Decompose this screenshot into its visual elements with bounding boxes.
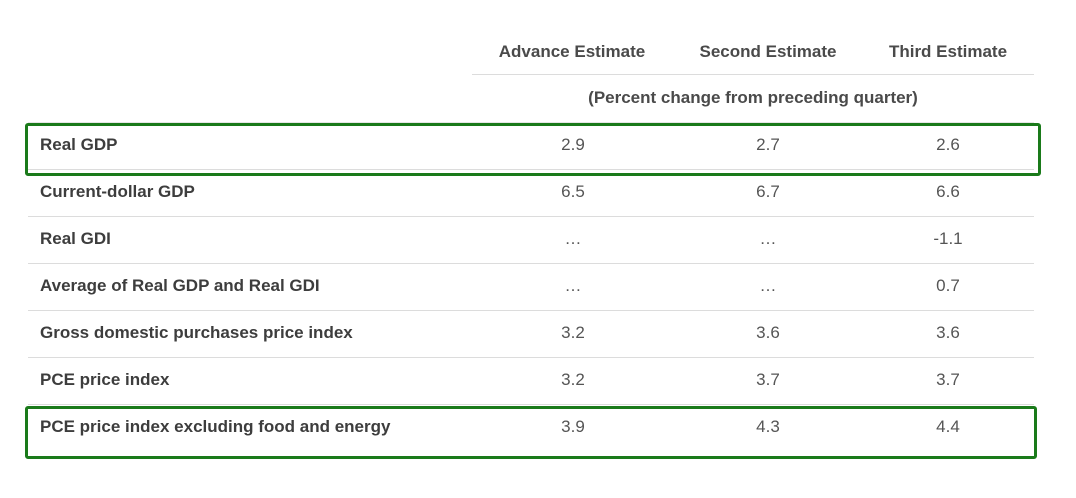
cell-second: 6.7	[756, 182, 780, 201]
cell-third: 6.6	[936, 182, 960, 201]
cell-third: 3.7	[936, 370, 960, 389]
table-row: PCE price index 3.2 3.7 3.7	[28, 357, 1034, 404]
cell-second: 2.7	[756, 135, 780, 154]
gdp-estimates-table: Advance Estimate Second Estimate Third E…	[28, 28, 1034, 451]
cell-advance: 3.2	[561, 370, 585, 389]
cell-advance: 6.5	[561, 182, 585, 201]
cell-third: 4.4	[936, 417, 960, 436]
cell-second: …	[759, 276, 777, 295]
table-row: Average of Real GDP and Real GDI … … 0.7	[28, 263, 1034, 310]
row-label: Real GDP	[40, 135, 118, 154]
table-row: Current-dollar GDP 6.5 6.7 6.6	[28, 169, 1034, 216]
row-label: PCE price index excluding food and energ…	[40, 417, 391, 436]
column-header-advance: Advance Estimate	[498, 42, 646, 61]
cell-second: 4.3	[756, 417, 780, 436]
table-row: Real GDP 2.9 2.7 2.6	[28, 122, 1034, 169]
cell-third: 0.7	[936, 276, 960, 295]
cell-advance: 3.2	[561, 323, 585, 342]
cell-advance: 2.9	[561, 135, 585, 154]
cell-third: -1.1	[933, 229, 963, 248]
row-label: Current-dollar GDP	[40, 182, 195, 201]
cell-third: 3.6	[936, 323, 960, 342]
table-row: PCE price index excluding food and energ…	[28, 404, 1034, 451]
column-header-row: Advance Estimate Second Estimate Third E…	[28, 28, 1034, 75]
cell-second: 3.7	[756, 370, 780, 389]
row-label: Gross domestic purchases price index	[40, 323, 353, 342]
cell-third: 2.6	[936, 135, 960, 154]
header-divider	[472, 74, 1034, 75]
row-label: Real GDI	[40, 229, 111, 248]
column-header-second: Second Estimate	[699, 42, 837, 61]
subheader-row: (Percent change from preceding quarter)	[28, 75, 1034, 122]
table-row: Real GDI … … -1.1	[28, 216, 1034, 263]
column-header-third: Third Estimate	[888, 42, 1008, 61]
cell-second: …	[759, 229, 777, 248]
cell-advance: 3.9	[561, 417, 585, 436]
row-label: PCE price index	[40, 370, 170, 389]
cell-advance: …	[564, 229, 582, 248]
cell-advance: …	[564, 276, 582, 295]
units-subheader: (Percent change from preceding quarter)	[588, 88, 918, 107]
cell-second: 3.6	[756, 323, 780, 342]
table-row: Gross domestic purchases price index 3.2…	[28, 310, 1034, 357]
row-label: Average of Real GDP and Real GDI	[40, 276, 320, 295]
